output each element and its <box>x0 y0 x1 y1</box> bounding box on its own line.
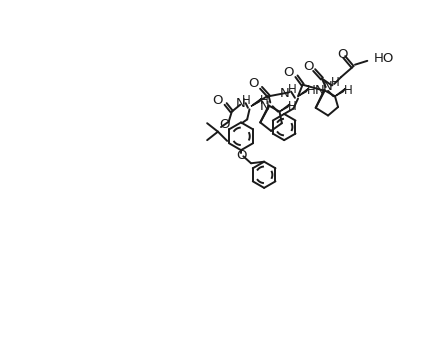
Text: H: H <box>288 100 297 113</box>
Polygon shape <box>298 89 308 96</box>
Text: N: N <box>315 84 325 97</box>
Text: H: H <box>242 94 251 107</box>
Text: HO: HO <box>374 52 394 65</box>
Text: N: N <box>235 97 245 110</box>
Text: N: N <box>322 80 332 93</box>
Polygon shape <box>280 104 290 112</box>
Text: H: H <box>344 84 352 97</box>
Text: O: O <box>284 66 294 79</box>
Text: H: H <box>331 76 340 89</box>
Text: O: O <box>337 48 348 61</box>
Text: N: N <box>259 100 269 113</box>
Text: O: O <box>236 149 246 162</box>
Text: H: H <box>307 84 315 97</box>
Polygon shape <box>251 98 262 106</box>
Text: H: H <box>288 83 296 96</box>
Text: O: O <box>248 77 258 90</box>
Text: O: O <box>213 94 223 107</box>
Text: H: H <box>260 94 269 107</box>
Polygon shape <box>335 89 345 96</box>
Text: N: N <box>279 88 289 101</box>
Text: O: O <box>303 60 314 73</box>
Text: O: O <box>219 118 229 131</box>
